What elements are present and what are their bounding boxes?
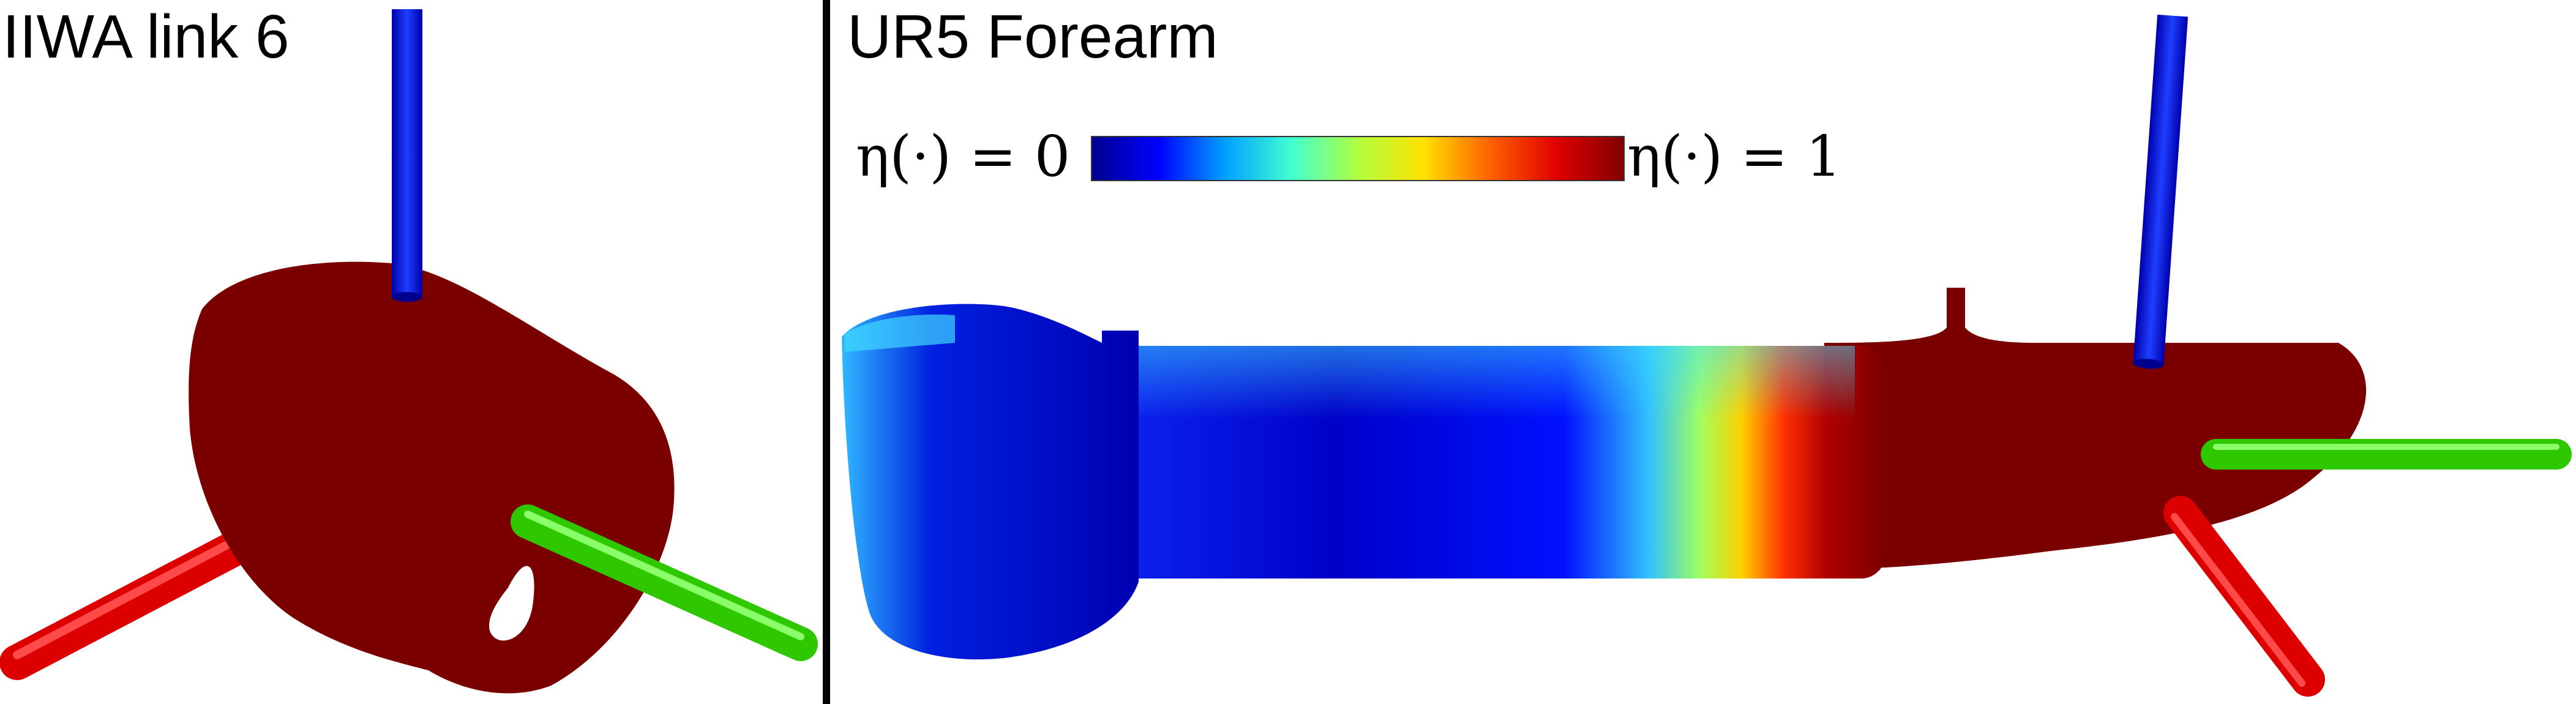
panel-divider [823, 0, 830, 704]
forearm-left-joint [842, 304, 1139, 660]
red-axis-left [0, 515, 282, 680]
blue-axis-right [2133, 14, 2188, 369]
right-panel-title: UR5 Forearm [847, 2, 1218, 71]
left-panel-title: IIWA link 6 [2, 2, 290, 71]
green-axis-left [511, 504, 818, 661]
iiwa-link6-scene [0, 9, 818, 694]
colorbar-max-label: η(·) = 1 [1627, 124, 1842, 189]
iiwa-mesh-body [189, 261, 675, 694]
cap-rim [845, 314, 955, 352]
forearm-right-joint [1824, 288, 2367, 569]
forearm-tube [1041, 346, 1885, 579]
red-axis-right [2163, 496, 2325, 697]
mesh-hole [489, 566, 534, 641]
tube-highlight [1041, 346, 1855, 419]
blue-axis-left [392, 9, 422, 302]
colorbar-min-label: η(·) = 0 [856, 124, 1071, 189]
colorbar [1091, 136, 1625, 181]
green-axis-right [2201, 439, 2572, 470]
